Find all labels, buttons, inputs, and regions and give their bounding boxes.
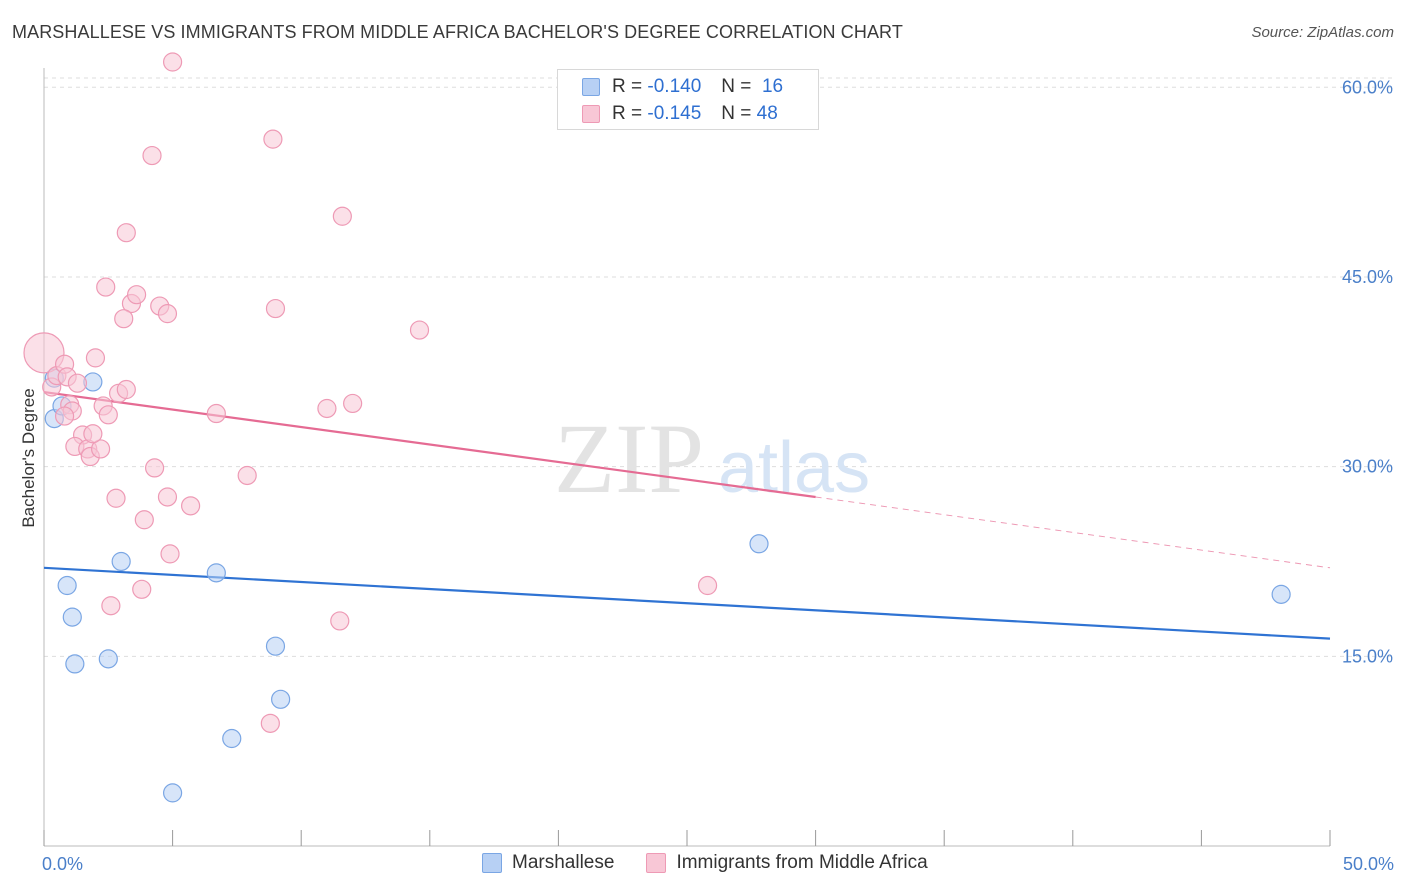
data-point-pink (134, 510, 154, 530)
trend-line-blue (43, 566, 1331, 640)
trend-line-dashed-pink (815, 496, 1331, 569)
r-value: -0.140 (647, 76, 702, 97)
data-point-pink (237, 465, 257, 486)
data-point-pink (265, 298, 286, 319)
n-label: N = (721, 76, 752, 97)
series-legend: Marshallese Immigrants from Middle Afric… (482, 852, 960, 874)
data-point-blue (62, 607, 82, 627)
data-point-blue (163, 783, 183, 803)
data-point-pink (409, 320, 430, 340)
data-point-pink (157, 304, 178, 324)
blue-swatch (582, 78, 600, 96)
watermark-zip: ZIP (554, 403, 704, 514)
data-point-blue (57, 575, 77, 596)
r-label: R = (612, 103, 643, 124)
n-value: 16 (761, 76, 784, 97)
data-point-pink (157, 487, 178, 507)
data-point-pink (23, 332, 65, 374)
legend-item-marshallese[interactable]: Marshallese (482, 852, 614, 874)
data-point-blue (271, 689, 291, 709)
data-point-pink (101, 596, 121, 616)
data-point-pink (67, 373, 88, 393)
axes (43, 68, 1331, 847)
data-point-blue (1271, 584, 1291, 604)
data-point-pink (260, 713, 280, 733)
chart-title: MARSHALLESE VS IMMIGRANTS FROM MIDDLE AF… (12, 22, 903, 42)
data-point-pink (83, 424, 103, 444)
data-point-pink (206, 403, 226, 424)
data-point-blue (65, 654, 85, 674)
legend-label: Immigrants from Middle Africa (676, 852, 928, 873)
data-point-pink (160, 544, 180, 564)
data-point-blue (111, 551, 131, 572)
x-tick-labels: 0.0% 50.0% (42, 854, 1394, 874)
data-point-pink (142, 145, 162, 166)
y-tick-label: 15.0% (1342, 646, 1393, 666)
y-tick-label: 60.0% (1342, 77, 1393, 97)
data-point-pink (144, 458, 165, 478)
data-point-pink (343, 393, 363, 414)
blue-swatch (482, 853, 502, 873)
stats-legend: R = -0.140 N = 16 R = -0.145 N = 48 (557, 69, 819, 130)
data-point-pink (116, 223, 136, 243)
data-point-blue (98, 649, 118, 669)
y-axis-label: Bachelor's Degree (19, 388, 38, 527)
data-point-pink (85, 348, 106, 368)
stats-row-marshallese: R = -0.140 N = 16 (582, 75, 783, 99)
data-point-pink (114, 309, 134, 329)
pink-swatch (582, 105, 600, 123)
y-tick-labels: 15.0% 30.0% 45.0% 60.0% (1342, 77, 1393, 666)
data-point-pink (96, 277, 116, 297)
n-value: 48 (756, 103, 778, 124)
data-point-pink (317, 398, 337, 419)
grid-lines (44, 77, 1394, 657)
data-point-pink (697, 575, 718, 596)
data-point-pink (116, 379, 136, 400)
data-point-pink (330, 611, 350, 631)
data-point-pink (90, 439, 111, 459)
data-point-blue (222, 728, 242, 749)
data-point-blue (265, 636, 286, 656)
legend-item-middle-africa[interactable]: Immigrants from Middle Africa (646, 852, 928, 874)
stats-row-middle-africa: R = -0.145 N = 48 (582, 102, 778, 126)
y-tick-label: 45.0% (1342, 267, 1393, 287)
r-label: R = (612, 76, 643, 97)
trend-lines (43, 390, 1331, 640)
data-point-pink (181, 496, 201, 516)
pink-swatch (646, 853, 667, 873)
trend-line-pink (43, 390, 816, 499)
watermark-atlas: atlas (718, 428, 870, 508)
data-point-pink (98, 405, 118, 425)
data-point-pink (54, 406, 75, 426)
data-point-pink (163, 52, 183, 72)
data-point-blue (206, 563, 226, 583)
data-point-pink (106, 488, 126, 508)
x-tick-label: 0.0% (42, 854, 83, 874)
data-point-pink (332, 206, 352, 226)
source-label: Source: ZipAtlas.com (1251, 24, 1394, 41)
y-tick-label: 30.0% (1342, 457, 1393, 477)
r-value: -0.145 (647, 103, 702, 124)
x-tick-label: 50.0% (1343, 854, 1394, 874)
data-point-pink (263, 129, 283, 149)
data-points (23, 52, 1291, 803)
data-point-blue (749, 534, 769, 554)
data-point-pink (126, 285, 147, 305)
n-label: N = (721, 103, 752, 124)
legend-label: Marshallese (512, 852, 615, 873)
data-point-pink (132, 579, 152, 599)
